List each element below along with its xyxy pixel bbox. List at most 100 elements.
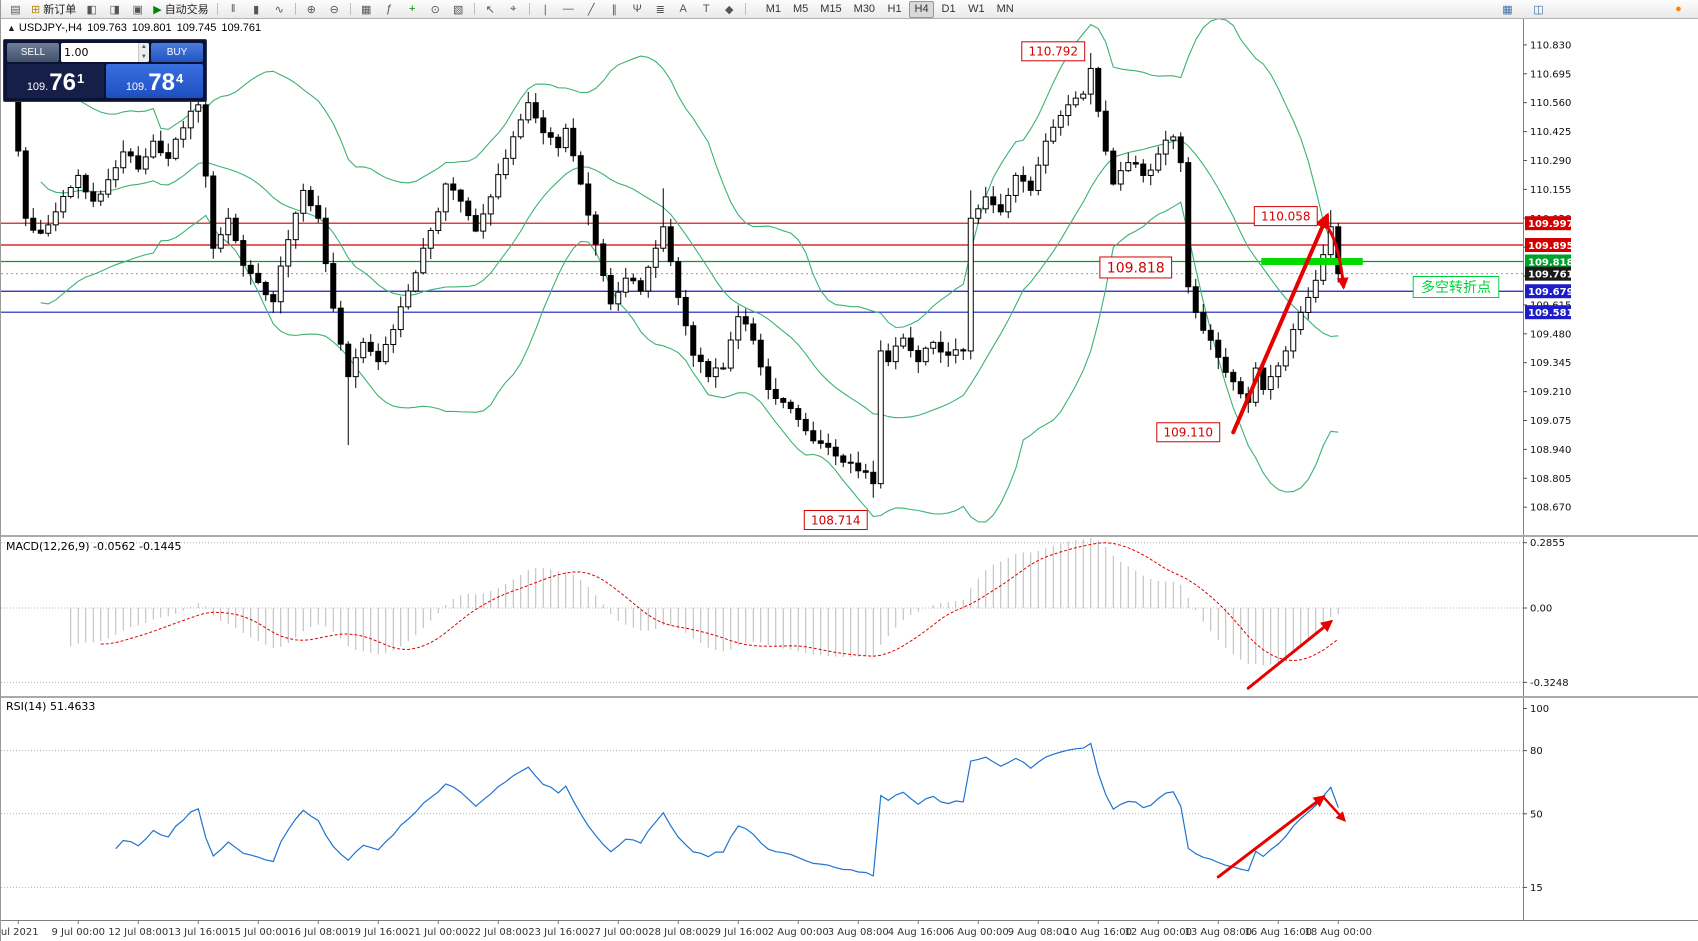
drawn-arrow-rsi-4[interactable] (1322, 795, 1346, 822)
timeframe-mn[interactable]: MN (996, 3, 1014, 15)
bollinger-bands (40, 19, 1339, 523)
pitchfork-tool-button[interactable]: Ψ (627, 1, 648, 18)
toolbar-separator (216, 3, 218, 15)
svg-text:27 Jul 00:00: 27 Jul 00:00 (588, 927, 648, 938)
label-tool-button[interactable]: T (696, 1, 717, 18)
annotation-110.058[interactable]: 110.058 (1253, 206, 1318, 227)
svg-text:16 Aug 16:00: 16 Aug 16:00 (1245, 927, 1312, 938)
line-chart-button[interactable]: ∿ (269, 1, 290, 18)
community-icon[interactable]: ● (1675, 3, 1682, 15)
autotrade-button[interactable]: ▶ 自动交易 (150, 1, 211, 18)
vline-tool-button[interactable]: ∣ (535, 1, 556, 18)
svg-text:109.345: 109.345 (1530, 358, 1571, 369)
new-order-button[interactable]: ⊞ 新订单 (28, 1, 79, 18)
annotation-109.110[interactable]: 109.110 (1156, 422, 1221, 443)
new-chart-button[interactable]: ▤ (5, 1, 26, 18)
toolbar: ▤ ⊞ 新订单 ◧ ◨ ▣ ▶ 自动交易 ‖ ▮ ∿ ⊕ ⊖ ▦ ƒ + ⊙ ▧ ↖ ⌖ ∣ ― ╱ ∥ Ψ ≣ A T ◆ M1 M5 M1… (1, 0, 1698, 19)
fibonacci-tool-button[interactable]: ≣ (650, 1, 671, 18)
fibonacci-tool-icon: ≣ (655, 3, 665, 16)
channel-tool-button[interactable]: ∥ (604, 1, 625, 18)
svg-text:110.830: 110.830 (1530, 40, 1571, 51)
bar-chart-button[interactable]: ‖ (223, 1, 244, 18)
price-badge-109.895: 109.895 (1525, 238, 1574, 253)
shapes-tool-button[interactable]: ◆ (719, 1, 740, 18)
window-list-icon[interactable]: ▦ (1502, 3, 1513, 16)
zoom-out-button[interactable]: ⊖ (324, 1, 345, 18)
candle-chart-button[interactable]: ▮ (246, 1, 267, 18)
new-chart-icon: ▤ (10, 3, 21, 16)
macd-signal-line (100, 542, 1339, 662)
svg-text:21 Jul 00:00: 21 Jul 00:00 (408, 927, 468, 938)
buy-price-big: 78 (148, 69, 175, 96)
drawn-arrow-macd-2[interactable] (1246, 619, 1334, 690)
market-watch-button[interactable]: ◧ (81, 1, 102, 18)
crosshair-button[interactable]: ⌖ (503, 1, 524, 18)
hline-tool-button[interactable]: ― (558, 1, 579, 18)
shapes-tool-icon: ◆ (724, 3, 734, 16)
timeframe-d1[interactable]: D1 (941, 3, 956, 15)
periodicity-icon: ⊙ (430, 3, 440, 16)
ohlc-open: 109.763 (87, 22, 127, 34)
zoom-in-icon: ⊕ (306, 3, 316, 16)
text-tool-button[interactable]: A (673, 1, 694, 18)
timeframe-m1[interactable]: M1 (765, 3, 781, 15)
indicators-button[interactable]: ƒ (379, 1, 400, 18)
templates-button[interactable]: ▧ (448, 1, 469, 18)
price-badge-109.761: 109.761 (1525, 266, 1574, 281)
cursor-button[interactable]: ↖ (480, 1, 501, 18)
annotation-110.792[interactable]: 110.792 (1021, 41, 1086, 62)
navigator-button[interactable]: ◨ (104, 1, 125, 18)
drawn-arrow-rsi-3[interactable] (1216, 795, 1326, 879)
trendline-tool-button[interactable]: ╱ (581, 1, 602, 18)
candles (7, 53, 1342, 498)
drawn-arrow-main-0[interactable] (1231, 212, 1330, 435)
svg-text:28 Jul 08:00: 28 Jul 08:00 (648, 927, 708, 938)
svg-text:110.695: 110.695 (1530, 69, 1571, 80)
indicator-gridlines (1, 542, 1523, 888)
svg-text:10 Aug 16:00: 10 Aug 16:00 (1065, 927, 1132, 938)
volume-decrease-button[interactable]: ▼ (138, 52, 149, 62)
tile-windows-button[interactable]: ▦ (356, 1, 377, 18)
buy-price[interactable]: 109. 78 4 (106, 64, 203, 98)
terminal-button[interactable]: ▣ (127, 1, 148, 18)
annotation-108.714[interactable]: 108.714 (803, 510, 868, 531)
volume-input[interactable] (61, 43, 138, 62)
sell-price[interactable]: 109. 76 1 (7, 64, 104, 98)
volume-increase-button[interactable]: ▲ (138, 43, 149, 53)
timeframe-m5[interactable]: M5 (792, 3, 809, 15)
add-indicator-button[interactable]: + (402, 1, 423, 18)
annotation-多空转折点[interactable]: 多空转折点 (1412, 276, 1500, 298)
svg-text:22 Jul 08:00: 22 Jul 08:00 (468, 927, 528, 938)
svg-text:109.895: 109.895 (1528, 241, 1574, 252)
thick-green-level[interactable] (1261, 257, 1363, 265)
buy-button[interactable]: BUY (151, 43, 203, 62)
toolbar-separator (349, 3, 351, 15)
svg-text:110.290: 110.290 (1530, 156, 1571, 167)
data-window-icon[interactable]: ◫ (1533, 3, 1544, 16)
zoom-in-button[interactable]: ⊕ (301, 1, 322, 18)
tile-windows-icon: ▦ (360, 3, 372, 16)
periodicity-button[interactable]: ⊙ (425, 1, 446, 18)
zoom-out-icon: ⊖ (329, 3, 339, 16)
sell-button[interactable]: SELL (7, 43, 59, 62)
svg-text:13 Aug 08:00: 13 Aug 08:00 (1185, 927, 1252, 938)
timeframe-w1[interactable]: W1 (968, 3, 985, 15)
svg-text:多空转折点: 多空转折点 (1421, 279, 1491, 296)
svg-text:109.480: 109.480 (1530, 329, 1571, 340)
cursor-icon: ↖ (485, 3, 495, 16)
templates-icon: ▧ (452, 3, 464, 16)
price-badge-109.818: 109.818 (1525, 254, 1574, 269)
macd-label: MACD(12,26,9) -0.0562 -0.1445 (6, 540, 181, 553)
sell-price-big: 76 (49, 69, 76, 96)
timeframe-h1[interactable]: H1 (887, 3, 902, 15)
chart-area: 110.792 110.058 109.818 109.110 108.714 多空转折点… (1, 19, 1698, 941)
timeframe-h4[interactable]: H4 (909, 0, 935, 18)
svg-text:108.714: 108.714 (811, 513, 861, 527)
timeframe-m15[interactable]: M15 (820, 3, 842, 15)
svg-text:109.581: 109.581 (1528, 308, 1574, 319)
label-tool-icon: T (702, 3, 710, 15)
svg-text:110.425: 110.425 (1530, 127, 1571, 138)
annotation-109.818[interactable]: 109.818 (1099, 256, 1173, 279)
drawn-arrow-main-1[interactable] (1320, 219, 1349, 290)
timeframe-m30[interactable]: M30 (853, 3, 876, 15)
